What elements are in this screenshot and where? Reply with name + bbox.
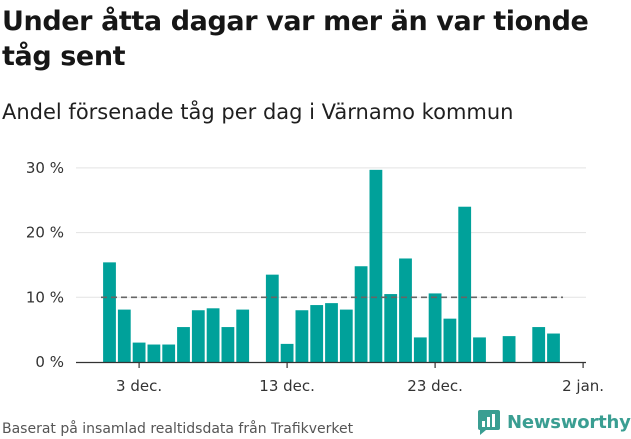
bar: [428, 293, 442, 362]
bar: [443, 318, 457, 362]
bar: [339, 309, 353, 362]
bar: [413, 337, 427, 362]
newsworthy-logo-icon: [478, 410, 500, 435]
bar: [162, 344, 176, 362]
bar: [147, 344, 161, 362]
bar: [310, 305, 324, 362]
bar: [547, 333, 560, 362]
x-axis: 3 dec. 13 dec. 23 dec. 2 jan.: [76, 361, 604, 395]
bars: [103, 169, 560, 362]
bar: [473, 337, 486, 362]
bar: [325, 303, 338, 362]
x-tick-label: 23 dec.: [407, 377, 463, 395]
chart-subtitle: Andel försenade tåg per dag i Värnamo ko…: [2, 100, 514, 124]
chart-title: Under åtta dagar var mer än var tionde t…: [2, 6, 589, 72]
bar: [295, 310, 309, 362]
bar: [354, 266, 368, 362]
y-tick-label: 0 %: [35, 353, 64, 371]
source-note: Baserat på insamlad realtidsdata från Tr…: [2, 421, 354, 437]
bar: [399, 258, 412, 362]
x-tick-label: 13 dec.: [259, 377, 315, 395]
bar: [206, 308, 220, 362]
brand-logo[interactable]: Newsworthy: [477, 408, 631, 436]
y-axis-tick-labels: 0 % 10 % 20 % 30 %: [26, 159, 64, 371]
bar: [117, 309, 131, 362]
bar: [384, 294, 398, 362]
bar: [369, 169, 383, 362]
gridlines: [76, 167, 586, 298]
bar: [502, 336, 516, 362]
bar: [177, 327, 190, 362]
y-tick-label: 20 %: [26, 224, 64, 242]
bar: [280, 343, 294, 362]
bar: [191, 310, 205, 362]
bar: [458, 206, 472, 362]
bar: [132, 342, 146, 362]
bar-chart: 0 % 10 % 20 % 30 % 3 dec. 13 dec. 23 dec. 2 ja…: [26, 159, 604, 395]
bar: [236, 309, 250, 362]
y-tick-label: 10 %: [26, 288, 64, 306]
x-tick-label: 2 jan.: [562, 377, 604, 395]
bar: [103, 262, 116, 362]
bar: [532, 327, 546, 362]
x-tick-label: 3 dec.: [116, 377, 162, 395]
brand-name: Newsworthy: [507, 411, 631, 433]
bar: [265, 274, 279, 362]
bar: [221, 327, 235, 362]
y-tick-label: 30 %: [26, 159, 64, 177]
